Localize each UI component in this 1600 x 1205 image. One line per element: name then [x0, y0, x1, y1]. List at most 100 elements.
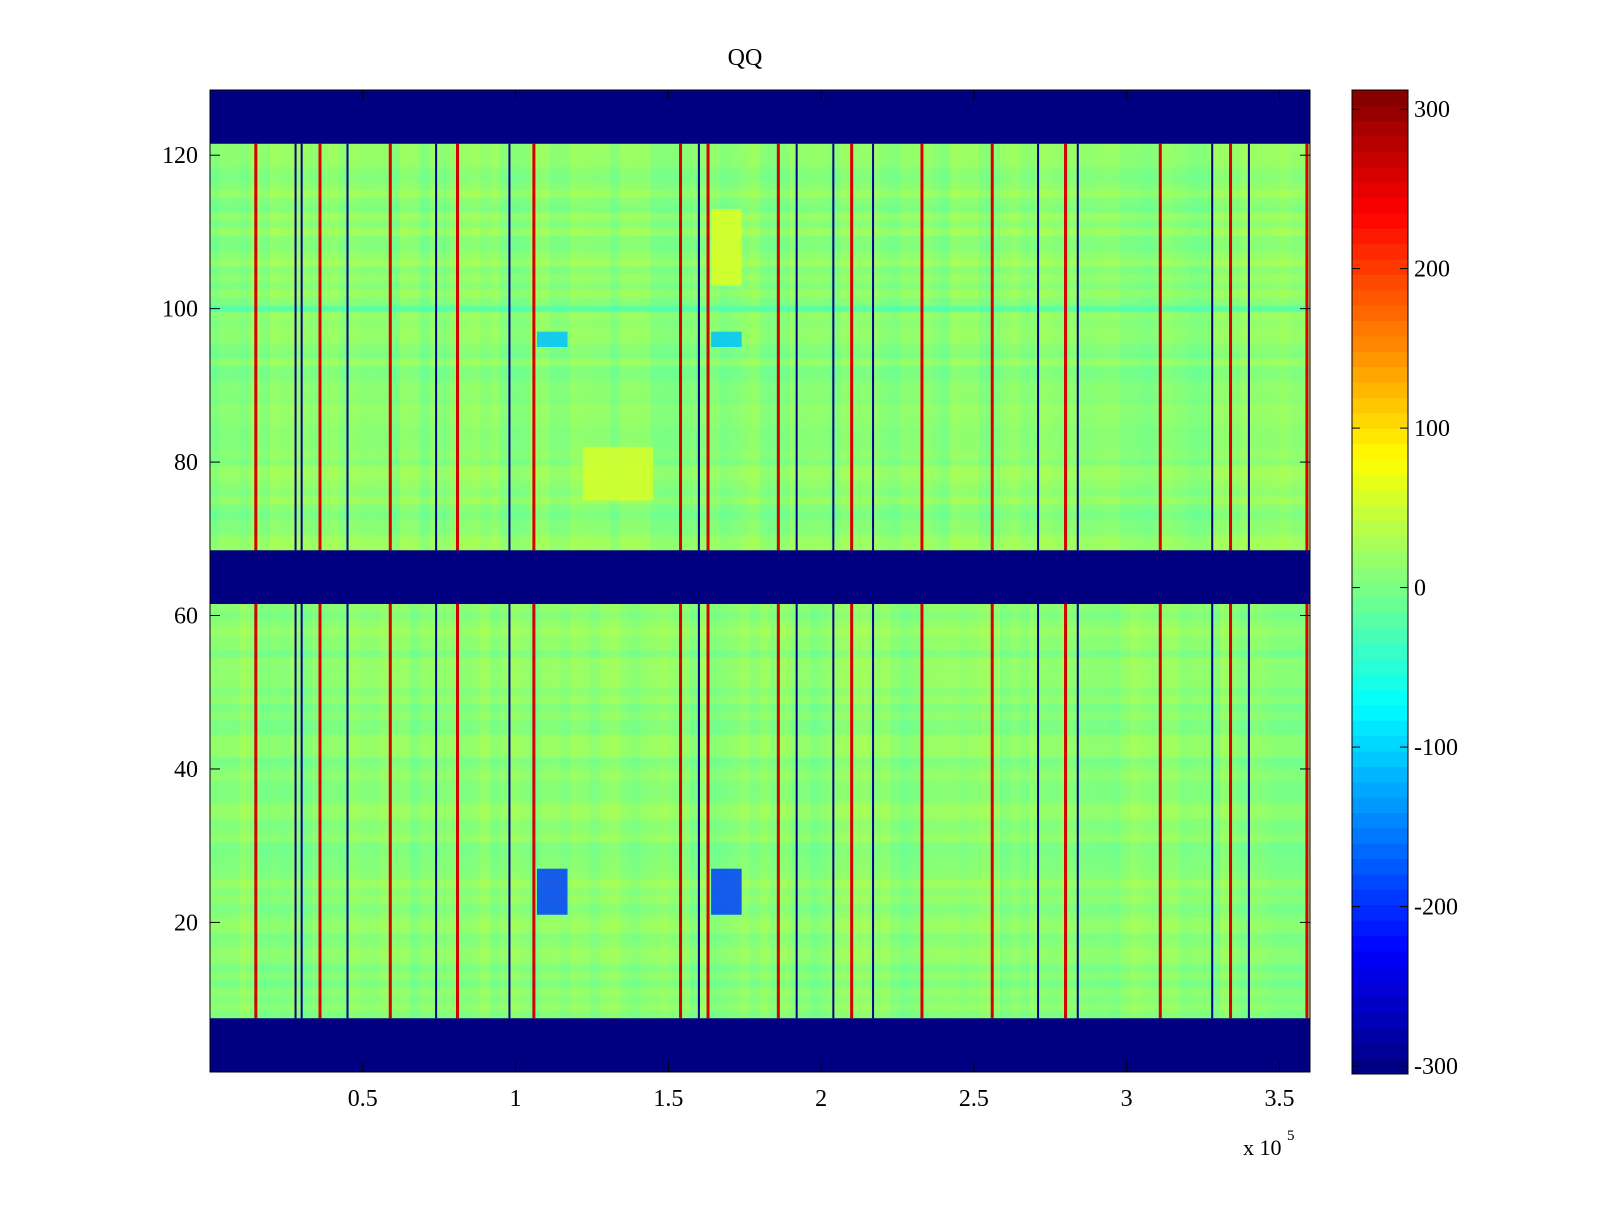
heatmap-row — [210, 442, 1310, 451]
heatmap-column — [1030, 143, 1041, 551]
heatmap-row — [210, 757, 1310, 766]
heatmap-column — [1300, 604, 1311, 1019]
heatmap-low-stripe — [795, 143, 798, 551]
heatmap-patch — [536, 331, 568, 348]
heatmap-row — [210, 350, 1310, 359]
heatmap-column — [570, 604, 581, 1019]
colorbar-segment — [1352, 658, 1408, 675]
heatmap-row — [210, 235, 1310, 244]
heatmap-column — [1090, 604, 1101, 1019]
colorbar-segment — [1352, 551, 1408, 568]
heatmap-row — [210, 688, 1310, 697]
heatmap-row — [210, 281, 1310, 290]
heatmap-column — [510, 143, 521, 551]
heatmap-low-stripe — [435, 143, 438, 551]
heatmap-fill-band — [210, 1018, 1310, 1072]
heatmap-column — [1080, 604, 1091, 1019]
heatmap-column — [1170, 604, 1181, 1019]
colorbar-segment — [1352, 336, 1408, 352]
heatmap-column — [1270, 143, 1281, 551]
heatmap-column — [640, 604, 651, 1019]
heatmap-high-stripe — [388, 143, 392, 551]
heatmap-column — [440, 143, 451, 551]
heatmap-row — [210, 542, 1310, 551]
colorbar-segment — [1352, 197, 1408, 214]
heatmap-column — [1290, 143, 1301, 551]
colorbar-segment — [1352, 289, 1408, 306]
heatmap-row — [210, 749, 1310, 758]
x-tick-label: 1.5 — [653, 1086, 683, 1112]
heatmap-row — [210, 465, 1310, 474]
heatmap-row — [210, 665, 1310, 674]
heatmap-row — [210, 903, 1310, 912]
heatmap-column — [490, 604, 501, 1019]
heatmap-column — [610, 143, 621, 551]
heatmap-column — [650, 143, 661, 551]
heatmap-high-stripe — [1305, 143, 1309, 551]
heatmap-column — [300, 604, 311, 1019]
heatmap-high-stripe — [1158, 143, 1162, 551]
heatmap-patch — [711, 868, 742, 915]
heatmap-row — [210, 381, 1310, 390]
heatmap-row — [210, 258, 1310, 267]
heatmap-patch — [711, 208, 742, 286]
heatmap-column — [1020, 604, 1031, 1019]
heatmap-column — [450, 604, 461, 1019]
heatmap-column — [670, 143, 681, 551]
heatmap-column — [460, 604, 471, 1019]
colorbar-segment — [1352, 920, 1408, 937]
heatmap-column — [880, 604, 891, 1019]
heatmap-row — [210, 205, 1310, 214]
heatmap-column — [310, 604, 321, 1019]
heatmap-low-stripe — [1037, 143, 1040, 551]
heatmap-row — [210, 412, 1310, 421]
heatmap-row — [210, 496, 1310, 505]
colorbar-segment — [1352, 136, 1408, 152]
heatmap-column — [1220, 143, 1231, 551]
heatmap-column — [920, 604, 931, 1019]
colorbar-segment — [1352, 904, 1408, 921]
heatmap-high-stripe — [456, 604, 459, 1019]
colorbar-segment — [1352, 1012, 1408, 1029]
heatmap-row — [210, 680, 1310, 689]
heatmap-column — [750, 143, 761, 551]
heatmap-column — [220, 604, 231, 1019]
heatmap-column — [590, 143, 601, 551]
heatmap-row — [210, 941, 1310, 950]
heatmap-column — [650, 604, 661, 1019]
heatmap-column — [820, 604, 831, 1019]
heatmap-column — [1290, 604, 1301, 1019]
heatmap-column — [520, 604, 531, 1019]
heatmap-high-stripe — [850, 604, 854, 1019]
heatmap-column — [880, 143, 891, 551]
heatmap-row — [210, 949, 1310, 958]
heatmap-column — [900, 604, 911, 1019]
heatmap-row — [210, 404, 1310, 413]
colorbar-segment — [1352, 213, 1408, 229]
heatmap-column — [790, 604, 801, 1019]
heatmap-row — [210, 926, 1310, 935]
colorbar-tick-label: 100 — [1414, 416, 1450, 442]
chart-title: QQ — [728, 45, 763, 71]
heatmap-row — [210, 243, 1310, 252]
heatmap-column — [690, 604, 701, 1019]
y-axis: 20 40 60 80 100 120 — [162, 143, 1310, 936]
colorbar-segment — [1352, 951, 1408, 967]
colorbar-segment — [1352, 935, 1408, 952]
heatmap-row — [210, 696, 1310, 705]
heatmap-column — [1260, 143, 1271, 551]
x-tick-label: 1 — [510, 1086, 522, 1112]
colorbar-segment — [1352, 628, 1408, 644]
heatmap-high-stripe — [1064, 604, 1068, 1019]
heatmap-row — [210, 527, 1310, 536]
heatmap-column — [770, 143, 781, 551]
heatmap-row — [210, 627, 1310, 636]
heatmap-row — [210, 473, 1310, 482]
heatmap-column — [260, 143, 271, 551]
heatmap-column — [1040, 604, 1051, 1019]
heatmap-column — [420, 143, 431, 551]
heatmap-row — [210, 389, 1310, 398]
heatmap-column — [940, 143, 951, 551]
heatmap-column — [1130, 604, 1141, 1019]
